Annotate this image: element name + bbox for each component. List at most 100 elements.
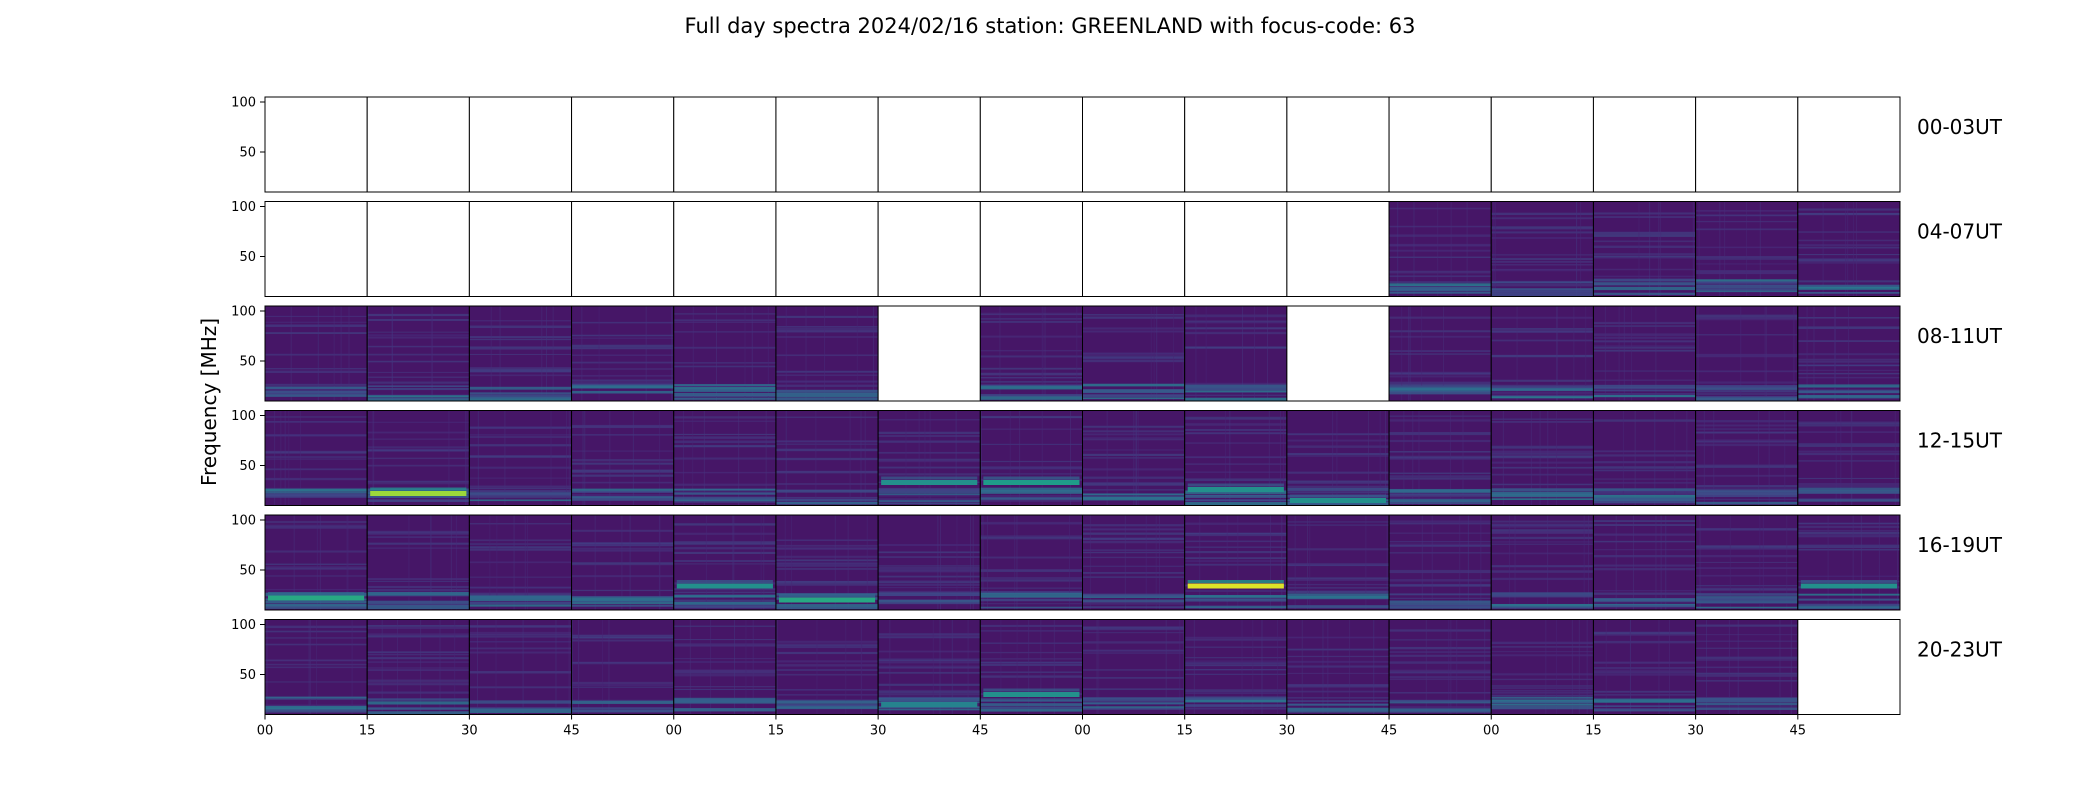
empty-panel: [979, 96, 1083, 193]
empty-panel: [1695, 96, 1799, 193]
spectra-row: 50 100 00-03UT: [231, 96, 2003, 193]
y-tick-label: 50: [239, 668, 256, 683]
spectrogram-panel: [468, 514, 573, 611]
spectrogram-panel: [1184, 305, 1288, 402]
spectrogram-panel: [468, 619, 573, 715]
spectrogram-panel: [571, 305, 675, 402]
spectrogram-panel: [673, 619, 777, 715]
empty-panel: [1082, 201, 1186, 297]
x-tick-label: 15: [1585, 724, 1602, 739]
spectrogram-panel: [1490, 410, 1594, 506]
spectrogram-panel: [1082, 619, 1186, 715]
x-tick-label: 45: [972, 724, 989, 739]
y-tick-label: 100: [231, 514, 256, 529]
spectrogram-panel: [264, 619, 368, 715]
spectra-row: 50 100 12-15UT: [231, 409, 2003, 506]
spectrogram-panel: [1695, 201, 1799, 297]
spectrogram-panel: [468, 410, 573, 506]
empty-panel: [1286, 96, 1390, 193]
spectrogram-panel: [1388, 514, 1492, 611]
emission-band: [778, 597, 876, 603]
spectra-row: 50 100 16-19UT: [231, 514, 2003, 611]
spectrogram-panel: [1286, 619, 1390, 715]
row-time-label: 20-23UT: [1917, 638, 2003, 662]
empty-panel: [264, 96, 368, 193]
spectrogram-panel: [571, 514, 675, 611]
spectrogram-panel: [366, 619, 470, 715]
spectrogram-panel: [775, 619, 879, 715]
y-tick-label: 100: [231, 409, 256, 424]
empty-panel: [366, 201, 470, 297]
spectrogram-panel: [1082, 410, 1186, 506]
x-tick-label: 00: [1483, 724, 1500, 739]
empty-panel: [775, 96, 879, 193]
spectrogram-panel: [1184, 514, 1288, 611]
x-tick-label: 30: [461, 724, 478, 739]
empty-panel: [1082, 96, 1186, 193]
empty-panel: [264, 201, 368, 297]
spectrogram-panel: [673, 410, 777, 506]
empty-panel: [775, 201, 879, 297]
spectrogram-panel: [1695, 410, 1799, 506]
x-tick-label: 00: [665, 724, 682, 739]
x-tick-label: 00: [1074, 724, 1091, 739]
x-tick-label: 15: [1176, 724, 1193, 739]
emission-band: [1289, 498, 1387, 503]
empty-panel: [673, 201, 777, 297]
y-tick-label: 100: [231, 618, 256, 633]
spectrogram-panel: [571, 410, 675, 506]
empty-panel: [877, 96, 981, 193]
spectrogram-panel: [673, 514, 777, 611]
spectrogram-panel: [673, 305, 777, 402]
empty-panel: [877, 305, 981, 402]
emission-band: [268, 595, 365, 601]
spectrogram-panel: [468, 305, 573, 402]
empty-panel: [571, 96, 675, 193]
x-tick-label: 45: [563, 724, 580, 739]
spectrogram-panel: [1592, 619, 1697, 715]
spectrogram-panel: [1388, 619, 1492, 715]
row-time-label: 12-15UT: [1917, 429, 2003, 453]
empty-panel: [468, 96, 573, 193]
spectra-row: 50 100 20-23UT: [231, 618, 2003, 715]
y-tick-label: 50: [239, 146, 256, 161]
y-tick-label: 100: [231, 200, 256, 215]
spectra-row: 50 100 08-11UT: [231, 305, 2003, 402]
emission-band: [881, 480, 978, 485]
empty-panel: [673, 96, 777, 193]
emission-band: [1187, 583, 1284, 589]
x-axis-ticks: 00 15 30 45 00 15 30 45 00 15 30 45 00 15 30 45: [257, 714, 1806, 739]
spectrogram-panel: [1592, 410, 1697, 506]
empty-panel: [468, 201, 573, 297]
empty-panel: [1592, 96, 1697, 193]
row-time-label: 00-03UT: [1917, 115, 2003, 139]
chart-title: Full day spectra 2024/02/16 station: GRE…: [685, 14, 1416, 38]
emission-band: [676, 583, 773, 589]
spectrogram-panel: [1388, 201, 1492, 297]
spectrogram-panel: [775, 410, 879, 506]
spectrogram-panel: [1490, 201, 1594, 297]
y-tick-label: 50: [239, 355, 256, 370]
spectrogram-panel: [366, 514, 470, 611]
empty-panel: [877, 201, 981, 297]
y-tick-label: 100: [231, 305, 256, 320]
spectra-row: 50 100 04-07UT: [231, 200, 2003, 297]
x-tick-label: 15: [359, 724, 376, 739]
emission-band: [983, 692, 1080, 697]
row-time-label: 16-19UT: [1917, 533, 2003, 557]
spectrogram-panel: [571, 619, 675, 715]
spectrogram-panel: [1695, 514, 1799, 611]
x-tick-label: 45: [1381, 724, 1398, 739]
spectrogram-panel: [366, 305, 470, 402]
empty-panel: [1184, 201, 1288, 297]
x-tick-label: 00: [257, 724, 274, 739]
empty-panel: [1184, 96, 1288, 193]
spectrogram-panel: [979, 619, 1083, 715]
row-time-label: 04-07UT: [1917, 220, 2003, 244]
empty-panel: [571, 201, 675, 297]
x-tick-label: 15: [768, 724, 785, 739]
emission-band: [983, 480, 1080, 485]
y-tick-label: 50: [239, 459, 256, 474]
spectrogram-panel: [877, 514, 981, 611]
